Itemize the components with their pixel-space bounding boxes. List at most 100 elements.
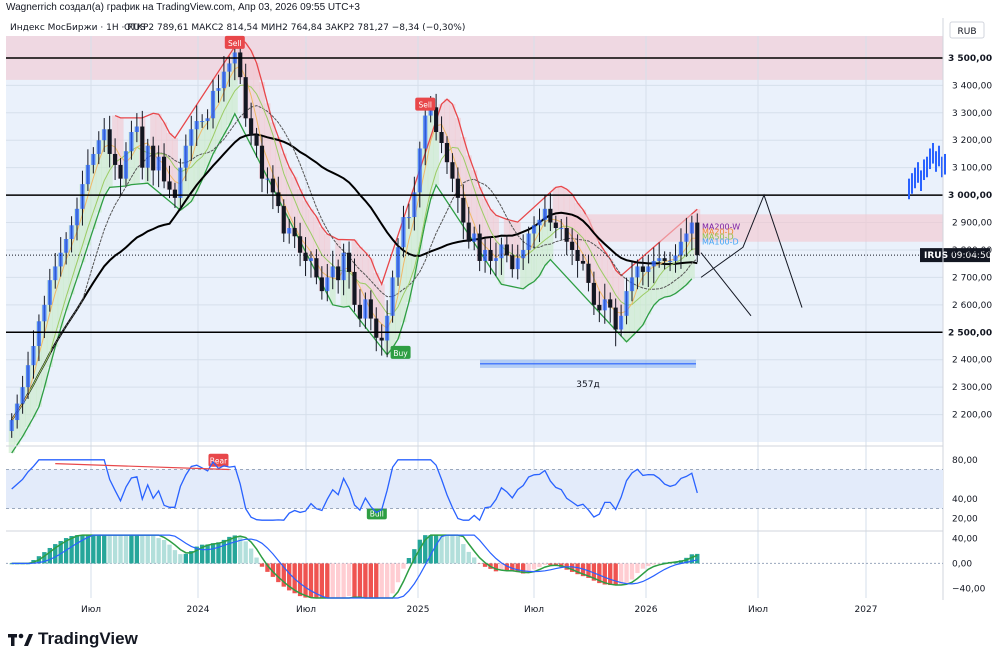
macd-histogram-bar <box>384 563 390 598</box>
macd-histogram-bar <box>118 535 123 564</box>
candle-body <box>265 178 270 180</box>
sell-signal-2-badge <box>415 97 436 111</box>
price-tick-label: 3 300,00 <box>952 109 992 119</box>
candle-body <box>80 184 85 209</box>
rsi-tick-label: 20,00 <box>952 514 978 524</box>
currency-badge[interactable] <box>949 21 985 39</box>
candle-body <box>249 118 254 135</box>
macd-histogram-bar <box>357 563 363 598</box>
candle-body <box>167 181 172 190</box>
candle-body <box>292 228 297 237</box>
candle-body <box>570 241 575 250</box>
candle-body <box>178 167 183 198</box>
level-label-2500: 2 500,00 <box>948 328 992 338</box>
candle-body <box>684 233 689 242</box>
bear-label: Bear <box>210 457 228 466</box>
macd-histogram-bar <box>450 535 455 564</box>
candle-body <box>330 266 335 278</box>
candle-body <box>9 420 14 432</box>
time-tick-label: Июл <box>524 605 544 615</box>
price-chart[interactable]: 3 500,00 3 000,00 2 500,00 IRUS 09:04:50 Sel… <box>6 18 992 624</box>
price-tick-label: 2 900,00 <box>952 219 992 229</box>
macd-histogram-bar <box>390 563 395 594</box>
chart-frame[interactable]: 3 500,00 3 000,00 2 500,00 IRUS 09:04:50 Sel… <box>6 18 992 624</box>
candle-body <box>287 228 292 234</box>
projection-path-2 <box>700 252 752 317</box>
macd-histogram-bar <box>537 563 542 568</box>
candle-body <box>477 233 482 261</box>
macd-histogram-bar <box>161 540 167 564</box>
candle-body <box>129 132 134 152</box>
macd-histogram-bar <box>569 563 575 572</box>
macd-histogram-bar <box>580 563 586 577</box>
candle-body <box>47 280 52 305</box>
candle-body <box>227 63 232 72</box>
macd-histogram-bar <box>85 535 91 564</box>
candle-body <box>608 299 613 308</box>
candle-body <box>221 71 226 89</box>
level-label-bg <box>945 325 989 340</box>
candle-body <box>183 145 188 168</box>
tradingview-logo-icon <box>8 633 33 646</box>
macd-histogram-bar <box>472 557 477 564</box>
price-tick-label: 2 700,00 <box>952 273 992 283</box>
macd-histogram-bar <box>428 535 433 564</box>
macd-signal-line <box>11 534 698 599</box>
candle-body <box>134 126 139 133</box>
candle-body <box>238 52 243 78</box>
macd-histogram-bar <box>417 539 422 564</box>
candle-body <box>357 304 363 319</box>
macd-histogram-bar <box>183 553 189 564</box>
macd-histogram-bar <box>689 554 695 564</box>
footer-logo[interactable]: TradingView <box>8 628 138 650</box>
macd-tick-label: 40,00 <box>952 534 978 544</box>
candle-body <box>488 249 493 261</box>
levels-layer: 3 500,00 3 000,00 2 500,00 IRUS 09:04:50 <box>6 50 992 340</box>
candle-body <box>586 263 591 283</box>
rsi-line <box>11 459 698 522</box>
ma-label: MA200-W <box>702 222 740 231</box>
macd-histogram-bar <box>482 563 488 567</box>
macd-histogram-bar <box>608 563 613 586</box>
macd-histogram-bar <box>504 563 510 571</box>
macd-tick-label: −40,00 <box>952 585 986 595</box>
currency-label: RUB <box>957 27 976 37</box>
candle-body <box>346 252 352 272</box>
price-tick-label: 2 200,00 <box>952 411 992 421</box>
macd-histogram-bar <box>695 553 700 564</box>
macd-panel <box>6 534 943 599</box>
macd-histogram-bar <box>629 563 635 580</box>
candle-body <box>602 299 607 311</box>
macd-histogram-bar <box>205 544 210 564</box>
candle-body <box>559 228 564 230</box>
macd-histogram-bar <box>493 563 499 572</box>
candle-body <box>161 156 167 182</box>
candle-body <box>531 225 537 234</box>
macd-histogram-bar <box>330 563 335 598</box>
candle-body <box>434 107 439 133</box>
price-tick-label: 2 600,00 <box>952 301 992 311</box>
candle-body <box>254 134 259 146</box>
candle-body <box>695 222 700 256</box>
macd-histogram-bar <box>194 546 199 564</box>
macd-histogram-bar <box>58 541 63 564</box>
candle-body <box>363 299 368 319</box>
rsi-tick-label: 40,00 <box>952 495 978 505</box>
macd-histogram-bar <box>341 563 346 598</box>
macd-histogram-bar <box>412 549 417 564</box>
bearish-divergence-line <box>55 463 230 471</box>
candle-body <box>521 249 526 259</box>
candle-body <box>298 236 303 253</box>
candle-body <box>613 307 618 330</box>
current-price-badge <box>920 248 990 263</box>
candle-body <box>401 217 406 248</box>
macd-histogram-bar <box>53 544 58 564</box>
macd-histogram-bar <box>69 536 74 564</box>
candle-body <box>466 222 471 242</box>
candle-body <box>548 208 553 223</box>
macd-histogram-bar <box>270 563 276 577</box>
macd-histogram-bar <box>248 548 254 564</box>
macd-histogram-bar <box>151 535 156 564</box>
macd-histogram-bar <box>172 550 178 564</box>
